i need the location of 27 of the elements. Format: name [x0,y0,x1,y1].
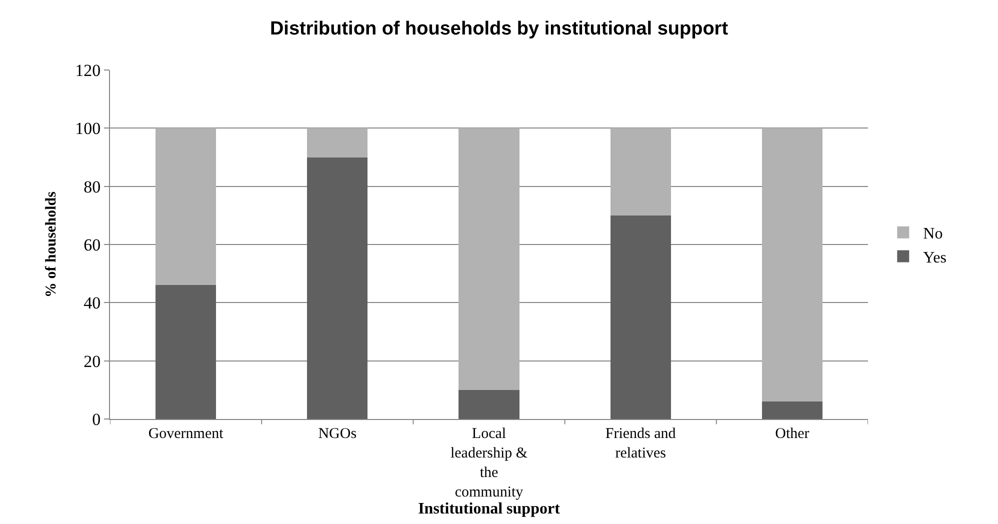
bar [610,215,671,419]
bar [155,285,216,419]
y-axis-title: % of households [43,191,60,298]
x-tick-label: Local leadership & the community [450,426,528,500]
bar [610,128,671,216]
x-tick-label: Friends and relatives [605,426,676,462]
x-axis-title: Institutional support [418,500,561,518]
x-tick-label: Government [148,426,224,442]
x-tick-label: NGOs [318,426,357,442]
y-tick-label: 20 [84,352,101,371]
bar [307,157,368,419]
x-tick-label: Other [775,426,810,442]
bar [762,128,823,402]
bar [155,128,216,286]
bar [762,402,823,419]
y-tick-label: 120 [75,60,101,80]
legend-label: No [923,226,943,243]
bar [307,128,368,158]
y-tick-label: 0 [92,410,101,429]
legend-label: Yes [923,249,946,266]
y-tick-label: 40 [84,294,101,313]
bar [458,128,520,390]
chart-title: Distribution of households by institutional support [270,18,729,40]
bar [458,390,520,419]
y-tick-label: 60 [84,235,101,254]
y-tick-label: 80 [84,177,101,196]
y-tick-label: 100 [75,119,101,138]
